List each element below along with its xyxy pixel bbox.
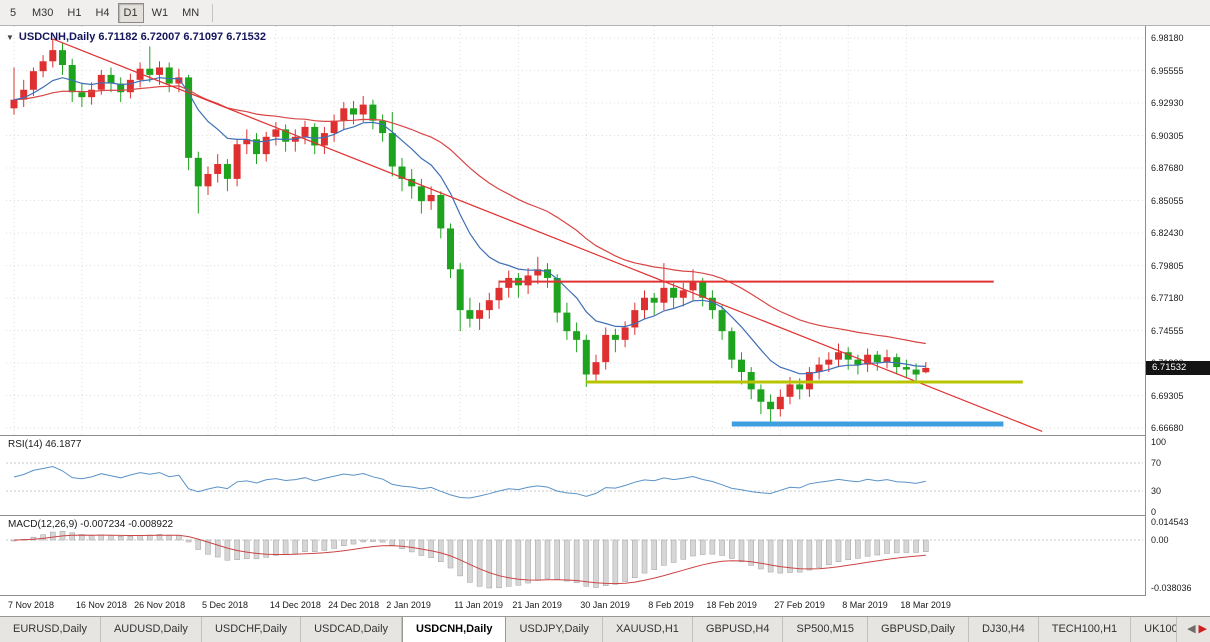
date-label: 5 Dec 2018 <box>202 600 249 610</box>
price-tick-label: 6.90305 <box>1151 130 1184 141</box>
chart-tab-gbpusd-h4[interactable]: GBPUSD,H4 <box>692 617 784 642</box>
price-tick-label: 6.79805 <box>1151 260 1184 271</box>
date-label: 2 Jan 2019 <box>386 600 431 610</box>
date-label: 16 Nov 2018 <box>75 600 127 610</box>
tab-scroll-controls: ◀ ▶ <box>1176 617 1210 642</box>
date-label: 14 Dec 2018 <box>269 600 321 610</box>
ma-slow-line <box>13 85 926 345</box>
chart-tab-usdchf-daily[interactable]: USDCHF,Daily <box>201 617 302 642</box>
date-label: 21 Jan 2019 <box>512 600 562 610</box>
price-tick-label: 6.95555 <box>1151 65 1184 76</box>
date-label: 8 Mar 2019 <box>842 600 888 610</box>
timeframe-toolbar: 5 M30 H1 H4 D1 W1 MN <box>0 0 1210 26</box>
date-label: 27 Feb 2019 <box>774 600 825 610</box>
price-tick-label: 6.66680 <box>1151 423 1184 433</box>
price-tick-label: 6.85055 <box>1151 195 1184 206</box>
timeframe-button-d1[interactable]: D1 <box>117 2 144 23</box>
rsi-scale-label: 70 <box>1151 458 1162 468</box>
macd-histogram <box>11 530 929 589</box>
date-label: 18 Mar 2019 <box>900 600 951 610</box>
price-tick-label: 6.87680 <box>1151 163 1184 173</box>
scroll-tabs-left-icon[interactable]: ◀ <box>1187 623 1196 635</box>
price-tick-label: 6.74555 <box>1151 325 1184 336</box>
candlestick-series[interactable] <box>10 38 930 422</box>
chart-tab-xauusd-h1[interactable]: XAUUSD,H1 <box>602 617 693 642</box>
chart-tab-gbpusd-daily[interactable]: GBPUSD,Daily <box>867 617 969 642</box>
main-price-chart[interactable] <box>0 26 1145 436</box>
descending-trendline[interactable] <box>52 38 1043 433</box>
price-tick-label: 6.82430 <box>1151 228 1184 238</box>
macd-scale-label: -0.038036 <box>1151 582 1192 593</box>
price-tick-label: 6.92930 <box>1151 98 1184 108</box>
date-label: 11 Jan 2019 <box>454 600 504 610</box>
current-price-badge: 6.71532 <box>1146 360 1210 375</box>
price-scale[interactable]: 6.98180 6.95555 6.92930 6.90305 6.87680 6.850… <box>1145 26 1210 596</box>
chart-tab-usdjpy-daily[interactable]: USDJPY,Daily <box>506 617 603 642</box>
chart-tab-eurusd-daily[interactable]: EURUSD,Daily <box>0 617 101 642</box>
timeframe-button-h1[interactable]: H1 <box>67 6 82 19</box>
chart-tab-tech100-h1[interactable]: TECH100,H1 <box>1038 617 1132 642</box>
chart-tab-usdcad-daily[interactable]: USDCAD,Daily <box>301 617 403 642</box>
chart-tab-audusd-daily[interactable]: AUDUSD,Daily <box>100 617 202 642</box>
date-label: 7 Nov 2018 <box>8 600 55 610</box>
macd-scale-label: 0.014543 <box>1151 517 1189 527</box>
panel-separator[interactable] <box>0 515 1210 516</box>
chart-tab-bar: EURUSD,Daily AUDUSD,Daily USDCHF,Daily USDC… <box>0 616 1210 642</box>
chart-window[interactable]: ▼ USDCNH,Daily 6.71182 6.72007 6.71097 6… <box>0 26 1210 616</box>
ma-fast-line <box>13 76 926 375</box>
macd-signal-line <box>13 534 926 585</box>
date-label: 24 Dec 2018 <box>328 600 380 610</box>
timeframe-button-group: 5 M30 H1 H4 D1 W1 MN <box>2 0 218 25</box>
rsi-scale-label: 100 <box>1151 437 1167 447</box>
chart-tab-sp500-m15[interactable]: SP500,M15 <box>783 617 868 642</box>
date-label: 18 Feb 2019 <box>706 600 757 610</box>
macd-indicator-panel[interactable] <box>0 516 1145 596</box>
toolbar-separator <box>212 3 214 22</box>
chart-tab-strip: EURUSD,Daily AUDUSD,Daily USDCHF,Daily USDC… <box>0 617 1210 642</box>
rsi-indicator-panel[interactable] <box>0 436 1145 516</box>
price-tick-label: 6.98180 <box>1151 33 1184 43</box>
date-label: 8 Feb 2019 <box>648 600 694 610</box>
rsi-line <box>13 465 926 499</box>
chart-tab-usdcnh-daily[interactable]: USDCNH,Daily <box>402 617 507 642</box>
panel-separator[interactable] <box>0 435 1210 436</box>
chart-tab-dj30-h4[interactable]: DJ30,H4 <box>968 617 1039 642</box>
date-label: 30 Jan 2019 <box>580 600 630 610</box>
date-label: 26 Nov 2018 <box>134 600 186 610</box>
timeframe-button-h4[interactable]: H4 <box>95 6 110 19</box>
timeframe-button-mn[interactable]: MN <box>182 6 200 19</box>
panel-separator <box>0 595 1210 596</box>
price-tick-label: 6.69305 <box>1151 390 1184 401</box>
timeframe-button-m30[interactable]: M30 <box>32 6 54 19</box>
rsi-scale-label: 0 <box>1151 507 1157 517</box>
price-tick-label: 6.77180 <box>1151 293 1184 303</box>
timeframe-button-w1[interactable]: W1 <box>151 6 169 19</box>
scroll-tabs-right-icon[interactable]: ▶ <box>1198 623 1207 635</box>
macd-scale-label: 0.00 <box>1151 535 1169 545</box>
timeframe-button-5[interactable]: 5 <box>9 6 17 19</box>
rsi-scale-label: 30 <box>1151 486 1162 496</box>
date-axis[interactable]: 7 Nov 2018 16 Nov 2018 26 Nov 2018 5 Dec 20… <box>0 596 1145 616</box>
